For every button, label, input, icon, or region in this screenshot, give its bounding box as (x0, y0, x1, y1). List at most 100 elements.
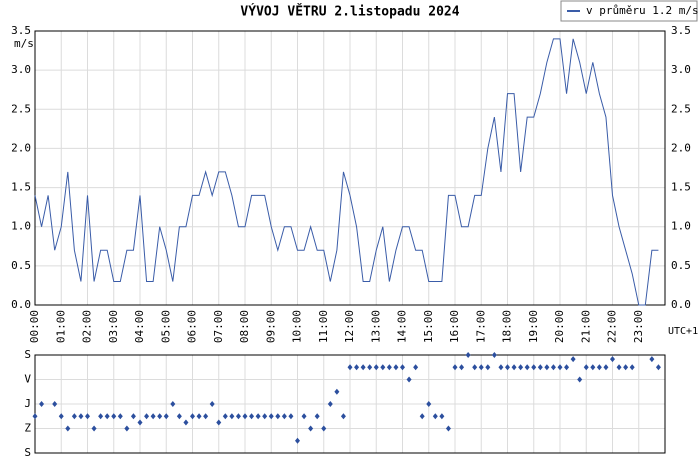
y-tick-label: 1.5 (11, 181, 31, 194)
x-tick-label: 12:00 (343, 310, 356, 343)
direction-point (52, 401, 58, 407)
direction-point (91, 425, 97, 432)
direction-point (649, 356, 655, 363)
chart-title: VÝVOJ VĚTRU 2.listopadu 2024 (240, 4, 459, 20)
direction-point (255, 413, 261, 420)
direction-point (413, 364, 419, 371)
direction-point (380, 364, 386, 371)
direction-point (439, 413, 445, 420)
x-tick-label: 09:00 (264, 310, 277, 343)
direction-point (531, 364, 537, 371)
direction-point (485, 364, 491, 371)
direction-point (39, 401, 45, 407)
direction-point (432, 413, 438, 420)
direction-point (367, 364, 373, 371)
direction-point (32, 413, 38, 420)
direction-point (196, 413, 202, 420)
direction-point (570, 356, 576, 363)
direction-point (209, 401, 215, 407)
direction-point (321, 425, 327, 432)
direction-point (111, 413, 117, 420)
x-tick-label: 18:00 (501, 310, 514, 343)
y-tick-label-right: 3.5 (671, 24, 691, 37)
x-tick-label: 19:00 (527, 310, 540, 343)
direction-point (610, 356, 615, 363)
direction-point (301, 413, 307, 420)
x-tick-label: 05:00 (159, 310, 172, 343)
direction-point (144, 413, 150, 420)
y-tick-label-right: 3.0 (671, 63, 691, 76)
y-tick-label: 3.0 (11, 63, 31, 76)
direction-point (163, 413, 169, 420)
y-tick-label: V (24, 373, 31, 386)
direction-point (550, 364, 556, 371)
direction-point (242, 413, 248, 420)
direction-point (235, 413, 241, 420)
direction-point (58, 413, 64, 420)
x-tick-label: 01:00 (54, 310, 67, 343)
direction-point (629, 364, 635, 371)
x-tick-label: 04:00 (133, 310, 146, 343)
direction-point (124, 425, 130, 432)
direction-point (78, 413, 84, 420)
direction-point (295, 437, 300, 444)
direction-point (98, 413, 104, 420)
plot-frame (34, 30, 666, 306)
direction-point (557, 364, 563, 371)
direction-point (229, 413, 235, 420)
direction-point (373, 364, 379, 371)
direction-point (150, 413, 156, 420)
y-tick-label: 2.0 (11, 141, 31, 154)
x-tick-label: 23:00 (632, 310, 645, 343)
legend-label: v průměru 1.2 m/s (586, 4, 699, 17)
direction-point (117, 413, 123, 420)
direction-point (577, 376, 583, 383)
direction-point (360, 364, 366, 371)
direction-point (511, 364, 517, 371)
plot-frame (34, 354, 666, 454)
direction-point (400, 364, 405, 371)
direction-point (222, 413, 228, 420)
direction-point (564, 364, 570, 371)
direction-point (393, 364, 399, 371)
direction-point (472, 364, 478, 371)
direction-point (406, 376, 412, 383)
x-tick-label: 13:00 (369, 310, 382, 343)
direction-point (71, 413, 77, 420)
x-tick-label: 16:00 (448, 310, 461, 343)
direction-point (104, 413, 110, 420)
direction-point (478, 364, 484, 371)
direction-point (386, 364, 392, 371)
y-tick-label: 2.5 (11, 102, 31, 115)
direction-point (518, 364, 524, 371)
y-tick-label: 0.5 (11, 259, 31, 272)
direction-point (596, 364, 602, 371)
direction-point (491, 352, 497, 358)
x-axis-label: UTC+1 (668, 326, 698, 337)
x-tick-label: 06:00 (186, 310, 199, 343)
x-tick-label: 02:00 (81, 310, 94, 343)
legend-box (560, 0, 698, 22)
direction-point (275, 413, 281, 420)
y-tick-label: S (24, 348, 31, 361)
direction-point (498, 364, 504, 371)
y-tick-label: J (24, 397, 31, 410)
y-tick-label-right: 0.0 (671, 298, 691, 311)
x-tick-label: 00:00 (28, 310, 41, 343)
x-tick-label: 21:00 (579, 310, 592, 343)
y-tick-label: Z (24, 422, 31, 435)
y-tick-label-right: 2.5 (671, 102, 691, 115)
x-tick-label: 14:00 (396, 310, 409, 343)
x-tick-label: 22:00 (606, 310, 619, 343)
direction-point (452, 364, 458, 371)
y-tick-label-right: 0.5 (671, 259, 691, 272)
x-tick-label: 11:00 (317, 310, 330, 343)
direction-point (203, 413, 209, 420)
x-tick-label: 20:00 (553, 310, 566, 343)
x-tick-label: 07:00 (212, 310, 225, 343)
direction-point (505, 364, 510, 371)
y-tick-label-right: 2.0 (671, 141, 691, 154)
direction-point (603, 364, 609, 371)
direction-point (419, 413, 425, 420)
